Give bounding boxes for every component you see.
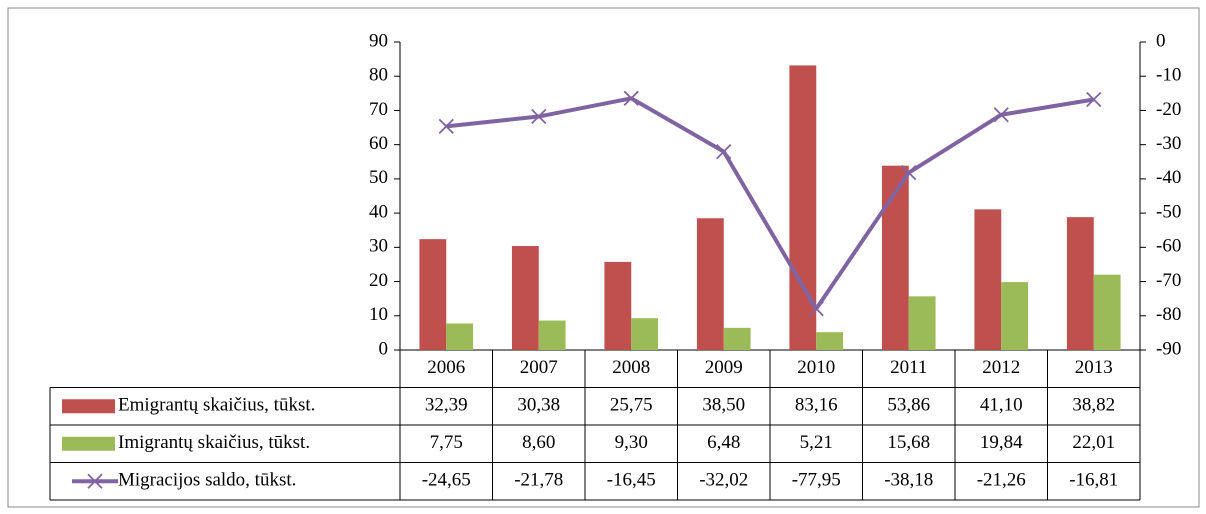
table-value: 38,50 <box>702 395 745 416</box>
y-tick-label: 70 <box>369 99 388 120</box>
table-value: 5,21 <box>800 432 833 453</box>
y2-tick-label: -10 <box>1156 65 1181 86</box>
legend-label: Imigrantų skaičius, tūkst. <box>118 432 310 453</box>
line-marker <box>531 108 547 125</box>
bar <box>974 209 1002 350</box>
table-value: 9,30 <box>615 432 648 453</box>
x-tick-label: 2010 <box>797 357 835 378</box>
y-tick-label: 0 <box>379 338 389 359</box>
bar <box>789 65 817 351</box>
table-value: -16,45 <box>607 470 656 491</box>
table-value: -16,81 <box>1069 470 1118 491</box>
table-value: 7,75 <box>430 432 463 453</box>
bar <box>1001 282 1029 350</box>
bar <box>908 296 936 350</box>
line-marker <box>901 165 917 181</box>
x-tick-label: 2013 <box>1075 357 1113 378</box>
y-tick-label: 30 <box>369 236 388 257</box>
bar <box>419 239 447 350</box>
x-tick-label: 2007 <box>520 357 558 378</box>
bar <box>604 261 632 350</box>
bar <box>511 246 539 350</box>
y2-tick-label: -50 <box>1156 201 1181 222</box>
bar <box>723 327 751 350</box>
y2-tick-label: -40 <box>1156 167 1181 188</box>
y2-tick-label: -70 <box>1156 270 1181 291</box>
table-value: 25,75 <box>610 395 653 416</box>
table-value: -21,26 <box>977 470 1026 491</box>
table-value: 19,84 <box>980 432 1023 453</box>
legend-label: Emigrantų skaičius, tūkst. <box>118 395 315 416</box>
table-value: 30,38 <box>517 395 560 416</box>
legend-label: Migracijos saldo, tūkst. <box>118 470 296 491</box>
y-tick-label: 40 <box>369 201 388 222</box>
y-tick-label: 10 <box>369 304 388 325</box>
bar <box>631 318 659 350</box>
bar <box>538 320 566 350</box>
y2-tick-label: -80 <box>1156 304 1181 325</box>
table-value: -21,78 <box>514 470 563 491</box>
x-tick-label: 2011 <box>890 357 927 378</box>
table-value: 22,01 <box>1072 432 1115 453</box>
y-tick-label: 50 <box>369 167 388 188</box>
table-value: 53,86 <box>887 395 930 416</box>
table-value: 32,39 <box>425 395 468 416</box>
bar <box>1093 274 1121 350</box>
x-tick-label: 2006 <box>427 357 465 378</box>
bar <box>816 332 844 350</box>
table-value: -32,02 <box>699 470 748 491</box>
y-tick-label: 80 <box>369 65 388 86</box>
bar <box>881 165 909 350</box>
y2-tick-label: -30 <box>1156 133 1181 154</box>
line-marker <box>438 118 454 134</box>
legend-swatch <box>62 399 115 414</box>
line-marker <box>808 301 824 317</box>
legend-marker <box>87 473 103 489</box>
y2-tick-label: -60 <box>1156 236 1181 257</box>
bar <box>1066 217 1094 350</box>
y2-tick-label: -20 <box>1156 99 1181 120</box>
bar <box>446 323 474 350</box>
table-value: -38,18 <box>884 470 933 491</box>
line <box>446 96 1095 311</box>
y2-tick-label: -90 <box>1156 338 1181 359</box>
y-tick-label: 60 <box>369 133 388 154</box>
table-value: -24,65 <box>422 470 471 491</box>
table-value: 15,68 <box>887 432 930 453</box>
table-value: 6,48 <box>707 432 740 453</box>
line-marker <box>623 90 639 106</box>
x-tick-label: 2008 <box>612 357 650 378</box>
x-tick-label: 2012 <box>982 357 1020 378</box>
table-value: 38,82 <box>1072 395 1115 416</box>
line-marker <box>1086 91 1102 108</box>
x-tick-label: 2009 <box>705 357 743 378</box>
line-marker <box>716 143 732 160</box>
table-value: -77,95 <box>792 470 841 491</box>
legend-swatch <box>62 436 115 451</box>
line-marker <box>993 107 1009 123</box>
table-value: 83,16 <box>795 395 838 416</box>
y-tick-label: 20 <box>369 270 388 291</box>
y2-tick-label: 0 <box>1156 30 1166 51</box>
y-tick-label: 90 <box>369 30 388 51</box>
table-value: 8,60 <box>522 432 555 453</box>
bar <box>696 218 724 350</box>
table-value: 41,10 <box>980 395 1023 416</box>
